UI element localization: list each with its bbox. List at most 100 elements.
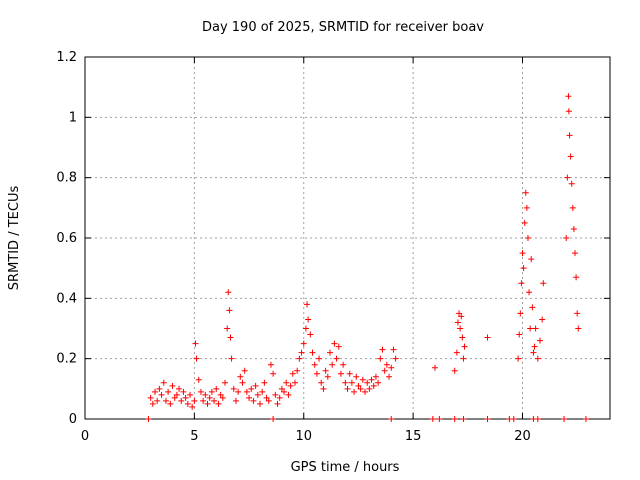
x-axis: 0 5 10 15 20: [81, 57, 531, 444]
x-tick-label: 15: [405, 429, 422, 444]
data-point: [320, 385, 327, 392]
data-point: [355, 382, 362, 389]
data-point: [348, 379, 355, 386]
data-point: [313, 370, 320, 377]
data-point: [278, 385, 285, 392]
y-tick-label: 0.2: [56, 352, 77, 367]
data-point: [261, 379, 268, 386]
data-point: [302, 325, 309, 332]
data-point: [176, 385, 183, 392]
data-point: [522, 189, 529, 196]
data-point: [540, 280, 547, 287]
data-point: [364, 379, 371, 386]
data-point: [292, 379, 298, 386]
data-point: [248, 385, 255, 392]
data-point: [388, 416, 395, 422]
data-point: [331, 340, 338, 347]
data-point: [527, 325, 534, 332]
data-point: [569, 204, 576, 211]
data-point: [451, 416, 458, 422]
x-tick-label: 10: [295, 429, 312, 444]
data-point: [158, 391, 165, 398]
data-point: [316, 355, 323, 362]
data-point: [357, 385, 364, 392]
data-point: [534, 416, 541, 422]
data-point: [520, 265, 527, 272]
data-point: [211, 397, 218, 404]
data-point: [510, 416, 517, 422]
data-point: [152, 388, 158, 395]
x-tick-label: 20: [514, 429, 531, 444]
data-point: [191, 397, 198, 404]
data-point: [285, 391, 292, 398]
data-point: [453, 349, 460, 356]
data-point: [381, 367, 388, 374]
data-point: [346, 370, 353, 377]
data-point: [272, 391, 279, 398]
data-point: [215, 400, 222, 407]
data-point: [225, 289, 232, 296]
data-point: [561, 416, 568, 422]
data-point: [517, 310, 524, 317]
data-point: [298, 349, 305, 356]
data-point: [386, 373, 393, 380]
data-point: [187, 391, 193, 398]
data-point: [267, 361, 274, 368]
data-point: [568, 180, 575, 187]
y-tick-label: 0.6: [56, 231, 77, 246]
data-point: [383, 361, 390, 368]
data-point: [230, 385, 237, 392]
data-point: [226, 307, 233, 314]
data-point: [160, 379, 167, 386]
data-point: [270, 416, 277, 422]
y-tick-label: 1.2: [56, 50, 77, 65]
data-point: [454, 319, 461, 326]
data-point: [289, 370, 296, 377]
data-point: [283, 379, 290, 386]
data-point: [539, 316, 546, 323]
data-point: [375, 379, 382, 386]
data-point: [523, 204, 530, 211]
data-point: [582, 416, 589, 422]
data-point: [337, 370, 344, 377]
data-point: [362, 388, 368, 395]
data-point: [243, 388, 250, 395]
data-point: [327, 349, 333, 356]
data-point: [351, 388, 358, 395]
data-point: [572, 250, 578, 257]
data-point: [184, 400, 191, 407]
data-point: [429, 416, 436, 422]
data-point: [259, 388, 266, 395]
data-point: [457, 325, 464, 332]
data-point: [530, 349, 537, 356]
data-point: [526, 289, 533, 296]
data-point: [390, 346, 397, 353]
data-point: [521, 219, 528, 226]
data-point: [566, 132, 573, 139]
data-point: [227, 334, 234, 341]
data-point: [274, 400, 281, 407]
data-point: [567, 153, 574, 160]
data-point: [574, 310, 581, 317]
data-point: [167, 400, 174, 407]
data-point: [169, 382, 176, 389]
data-point: [147, 394, 154, 401]
data-point: [329, 361, 336, 368]
data-point: [237, 373, 244, 380]
data-point: [200, 397, 207, 404]
data-point: [309, 349, 316, 356]
data-point: [377, 355, 384, 362]
x-tick-label: 0: [81, 429, 89, 444]
data-point: [195, 376, 202, 383]
data-point: [239, 379, 246, 386]
data-point: [235, 388, 242, 395]
y-tick-label: 0.8: [56, 171, 77, 186]
data-point: [217, 391, 224, 398]
data-point: [307, 331, 314, 338]
data-point: [250, 397, 257, 404]
data-point: [484, 416, 491, 422]
y-axis: 0 0.2 0.4 0.6 0.8 1 1.2: [56, 50, 610, 427]
data-point: [359, 376, 366, 383]
y-tick-label: 0: [69, 412, 77, 427]
data-point: [173, 391, 180, 398]
